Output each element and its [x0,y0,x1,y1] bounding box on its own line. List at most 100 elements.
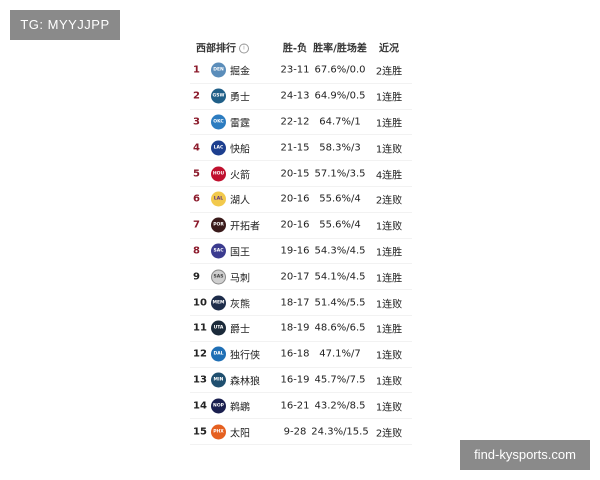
win-loss-value: 18-19 [280,322,310,334]
team-name[interactable]: 马刺 [230,273,250,285]
team-name[interactable]: 森林狼 [230,376,260,388]
team-name[interactable]: 雷霆 [230,118,250,130]
win-loss-value: 20-15 [280,168,310,180]
win-pct-value: 58.3%/3 [319,142,361,154]
watermark-top-left: TG: MYYJJPP [10,10,120,40]
team-name[interactable]: 太阳 [230,428,250,440]
team-name[interactable]: 快船 [230,144,250,156]
team-logo-icon: DEN [211,62,226,78]
streak-value: 1连胜 [375,247,403,259]
header-streak-label: 近况 [379,43,399,55]
win-loss-value: 18-17 [280,297,310,309]
table-row[interactable]: 4 LAC 快船 21-15 58.3%/3 1连败 [190,135,412,162]
rank: 11 [193,322,207,334]
team-logo-icon: SAC [211,243,226,259]
streak-value: 2连胜 [375,66,403,78]
win-pct-value: 64.7%/1 [319,116,361,128]
info-icon[interactable]: i [239,43,249,54]
team-name[interactable]: 开拓者 [230,221,260,233]
win-pct-value: 45.7%/7.5 [314,374,366,386]
win-loss-value: 21-15 [280,142,310,154]
table-row[interactable]: 8 SAC 国王 19-16 54.3%/4.5 1连胜 [190,239,412,265]
team-name[interactable]: 爵士 [230,324,250,336]
streak-value: 2连败 [375,195,403,207]
rank: 2 [193,90,200,102]
header-title-wrap: 西部排行 i [196,40,249,55]
team-name[interactable]: 湖人 [230,195,250,207]
win-pct-value: 55.6%/4 [319,193,361,205]
table-row[interactable]: 1 DEN 掘金 23-11 67.6%/0.0 2连胜 [190,58,412,84]
win-pct-value: 57.1%/3.5 [314,168,366,180]
win-loss-value: 16-21 [280,400,310,412]
table-row[interactable]: 14 NOP 鹈鹕 16-21 43.2%/8.5 1连败 [190,393,412,420]
win-loss-value: 20-16 [280,193,310,205]
win-loss-value: 22-12 [280,116,310,128]
win-pct-value: 47.1%/7 [319,348,361,360]
rank: 9 [193,271,200,283]
win-loss-value: 19-16 [280,245,310,257]
team-logo-icon: NOP [211,398,226,414]
header-pct-label: 胜率/胜场差 [313,43,367,55]
win-loss-value: 9-28 [283,426,307,438]
streak-value: 2连败 [375,428,403,440]
team-name[interactable]: 勇士 [230,92,250,104]
rank: 3 [193,116,200,128]
team-logo-icon: PHX [211,424,226,440]
table-row[interactable]: 11 UTA 爵士 18-19 48.6%/6.5 1连胜 [190,316,412,342]
win-pct-value: 67.6%/0.0 [314,64,366,76]
rank: 1 [193,64,200,76]
header-title: 西部排行 [196,43,236,55]
team-logo-icon: OKC [211,114,226,130]
streak-value: 1连败 [375,350,403,362]
team-name[interactable]: 掘金 [230,66,250,78]
streak-value: 1连胜 [375,92,403,104]
table-row[interactable]: 15 PHX 太阳 9-28 24.3%/15.5 2连败 [190,419,412,445]
team-name[interactable]: 灰熊 [230,299,250,311]
win-pct-value: 51.4%/5.5 [314,297,366,309]
table-header: 西部排行 i 胜-负 胜率/胜场差 近况 [190,36,412,58]
win-loss-value: 24-13 [280,90,310,102]
team-name[interactable]: 国王 [230,247,250,259]
table-row[interactable]: 2 GSW 勇士 24-13 64.9%/0.5 1连胜 [190,84,412,110]
win-pct-value: 24.3%/15.5 [311,426,369,438]
table-row[interactable]: 6 LAL 湖人 20-16 55.6%/4 2连败 [190,187,412,213]
table-row[interactable]: 7 POR 开拓者 20-16 55.6%/4 1连败 [190,213,412,239]
table-row[interactable]: 12 DAL 独行侠 16-18 47.1%/7 1连败 [190,342,412,368]
streak-value: 1连胜 [375,324,403,336]
rank: 5 [193,168,200,180]
rank: 7 [193,219,200,231]
streak-value: 1连败 [375,402,403,414]
rank: 15 [193,426,207,438]
table-row[interactable]: 10 MEM 灰熊 18-17 51.4%/5.5 1连败 [190,290,412,316]
table-row[interactable]: 5 HOU 火箭 20-15 57.1%/3.5 4连胜 [190,161,412,187]
streak-value: 4连胜 [375,170,403,182]
win-loss-value: 23-11 [280,64,310,76]
streak-value: 1连败 [375,144,403,156]
watermark-bottom-right: find-kysports.com [460,440,590,470]
team-logo-icon: LAL [211,191,226,207]
streak-value: 1连败 [375,221,403,233]
streak-value: 1连胜 [375,118,403,130]
team-logo-icon: MEM [211,295,226,311]
win-pct-value: 54.1%/4.5 [314,271,366,283]
streak-value: 1连败 [375,299,403,311]
team-name[interactable]: 火箭 [230,170,250,182]
streak-value: 1连胜 [375,273,403,285]
table-row[interactable]: 9 SAS 马刺 20-17 54.1%/4.5 1连胜 [190,264,412,291]
table-row[interactable]: 13 MIN 森林狼 16-19 45.7%/7.5 1连败 [190,368,412,394]
table-body: 1 DEN 掘金 23-11 67.6%/0.0 2连胜 2 GSW 勇士 24-… [190,58,412,445]
team-logo-icon: GSW [211,88,226,104]
table-row[interactable]: 3 OKC 雷霆 22-12 64.7%/1 1连胜 [190,110,412,136]
win-loss-value: 20-16 [280,219,310,231]
win-loss-value: 20-17 [280,271,310,283]
rank: 10 [193,297,207,309]
team-logo-icon: POR [211,217,226,233]
win-loss-value: 16-19 [280,374,310,386]
rank: 13 [193,374,207,386]
team-name[interactable]: 鹈鹕 [230,402,250,414]
team-name[interactable]: 独行侠 [230,350,260,362]
rank: 12 [193,348,207,360]
win-pct-value: 64.9%/0.5 [314,90,366,102]
win-pct-value: 48.6%/6.5 [314,322,366,334]
rank: 4 [193,142,200,154]
